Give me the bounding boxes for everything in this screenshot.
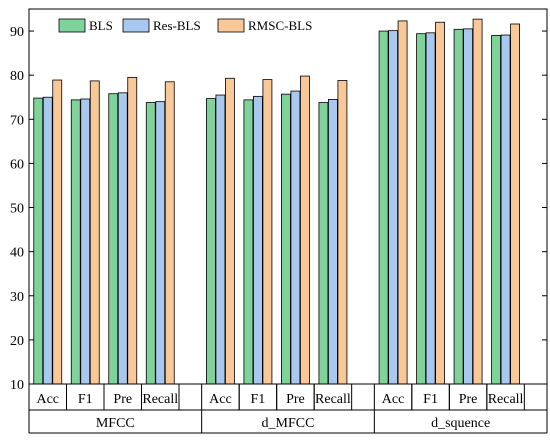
bar-bls <box>206 98 216 385</box>
bar-res-bls <box>80 98 91 385</box>
bar-rmsc-bls <box>127 76 138 385</box>
bar-res-bls <box>500 34 511 385</box>
bar-bls <box>70 99 81 385</box>
bar-bls <box>281 93 291 385</box>
y-tick-label: 10 <box>10 378 24 393</box>
legend-label-rmsc-bls: RMSC-BLS <box>248 18 312 33</box>
bar-rmsc-bls <box>52 79 63 385</box>
y-tick-label: 30 <box>10 290 24 305</box>
bar-bls <box>378 30 389 385</box>
bar-res-bls <box>253 95 263 385</box>
bar-rmsc-bls <box>510 23 520 385</box>
y-tick-label: 40 <box>10 246 24 261</box>
y-tick-label: 60 <box>10 157 24 172</box>
bar-rmsc-bls <box>164 81 175 385</box>
y-tick-label: 20 <box>10 334 24 349</box>
y-tick-label: 70 <box>10 113 24 128</box>
bar-rmsc-bls <box>472 18 483 385</box>
bar-bls <box>453 28 464 385</box>
legend-label-res-bls: Res-BLS <box>153 18 201 33</box>
legend-swatch-res-bls <box>122 18 150 33</box>
bar-bls <box>108 93 119 385</box>
bar-res-bls <box>425 32 436 385</box>
bar-res-bls <box>42 96 53 385</box>
legend-label-bls: BLS <box>89 18 113 33</box>
bar-bls <box>318 102 329 385</box>
bar-res-bls <box>290 90 301 385</box>
y-tick-label: 80 <box>10 69 24 84</box>
category-label: Pre <box>286 392 305 407</box>
bar-rmsc-bls <box>300 75 310 385</box>
category-label: Recall <box>488 392 524 407</box>
y-tick-label: 50 <box>10 202 24 217</box>
bar-res-bls <box>328 99 338 385</box>
bar-bls <box>243 99 254 385</box>
legend-swatch-bls <box>58 18 86 33</box>
bar-bls <box>145 102 156 385</box>
bar-rmsc-bls <box>262 79 273 385</box>
y-axis: 10 20 30 40 50 60 70 80 90 <box>10 25 547 393</box>
category-label: Acc <box>36 392 59 407</box>
bar-res-bls <box>155 101 166 385</box>
bar-res-bls <box>215 94 226 385</box>
bars-layer <box>33 18 520 385</box>
bar-rmsc-bls <box>337 80 348 385</box>
category-label: Pre <box>113 392 132 407</box>
category-label: Acc <box>209 392 232 407</box>
category-label: Pre <box>459 392 478 407</box>
legend: BLS Res-BLS RMSC-BLS <box>58 18 312 33</box>
bar-rmsc-bls <box>89 80 100 385</box>
bar-bls <box>416 33 426 385</box>
group-label: d_MFCC <box>262 416 315 431</box>
group-label: MFCC <box>96 416 135 431</box>
y-tick-label: 90 <box>10 25 24 40</box>
bar-rmsc-bls <box>225 77 235 385</box>
bar-bls <box>33 97 44 385</box>
category-label: F1 <box>251 392 266 407</box>
category-label: Recall <box>315 392 351 407</box>
bar-rmsc-bls <box>397 20 408 385</box>
bar-res-bls <box>463 28 473 385</box>
bar-res-bls <box>388 30 398 385</box>
category-label: Acc <box>382 392 405 407</box>
category-label: F1 <box>423 392 438 407</box>
category-label: F1 <box>78 392 93 407</box>
bar-rmsc-bls <box>435 21 445 385</box>
plot-frame <box>28 8 548 385</box>
bar-res-bls <box>117 92 128 385</box>
bar-bls <box>491 35 501 385</box>
legend-swatch-rmsc-bls <box>217 18 245 33</box>
category-label: Recall <box>142 392 178 407</box>
group-label: d_squence <box>431 416 490 431</box>
